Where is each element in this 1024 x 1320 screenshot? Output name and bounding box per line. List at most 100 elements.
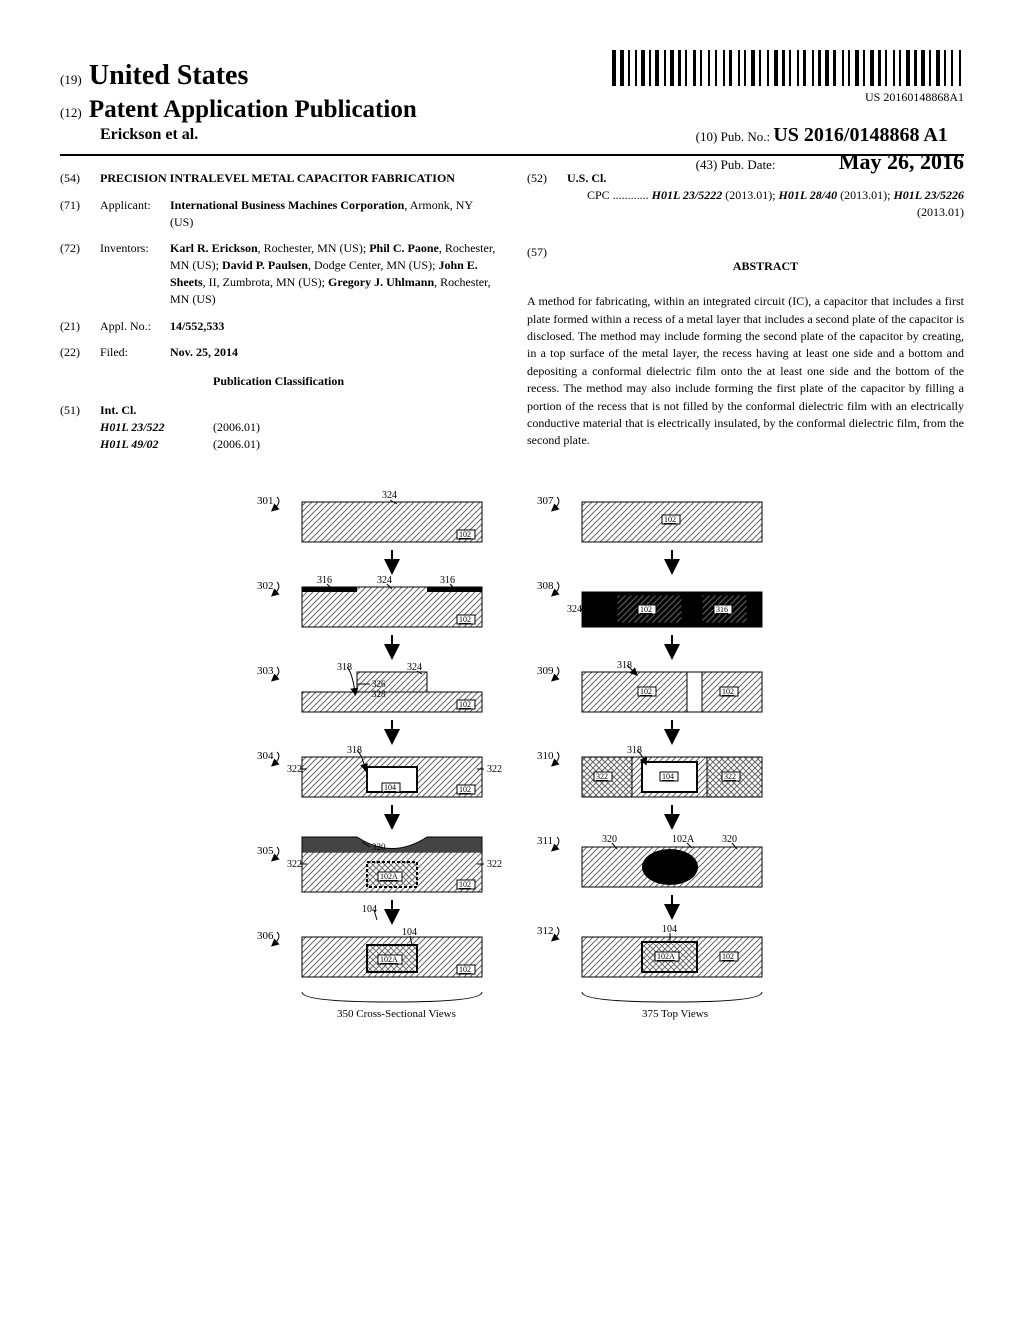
pub-type: Patent Application Publication xyxy=(89,96,417,123)
svg-text:320: 320 xyxy=(372,842,386,852)
svg-text:320: 320 xyxy=(602,834,617,845)
header: US 20160148868A1 (19) United States (12)… xyxy=(60,60,964,144)
svg-text:104: 104 xyxy=(662,772,674,781)
svg-text:318: 318 xyxy=(617,660,632,671)
bibliographic-columns: (54) PRECISION INTRALEVEL METAL CAPACITO… xyxy=(60,170,964,462)
abstract-body: A method for fabricating, within an inte… xyxy=(527,293,964,450)
svg-text:104: 104 xyxy=(384,783,396,792)
svg-text:322: 322 xyxy=(724,772,736,781)
f72-code: (72) xyxy=(60,240,100,307)
svg-text:309: 309 xyxy=(537,665,554,677)
svg-text:102A: 102A xyxy=(672,834,695,845)
svg-text:102: 102 xyxy=(722,687,734,696)
pubclass-heading: Publication Classification xyxy=(60,373,497,390)
svg-text:102: 102 xyxy=(664,515,676,524)
pubdate-code: (43) xyxy=(696,157,718,172)
svg-text:316: 316 xyxy=(317,575,332,586)
svg-text:102A: 102A xyxy=(380,955,398,964)
f51-body: Int. Cl. H01L 23/522 (2006.01) H01L 49/0… xyxy=(100,402,497,452)
pub-type-line: (12) Patent Application Publication xyxy=(60,96,964,124)
field-filed: (22) Filed: Nov. 25, 2014 xyxy=(60,344,497,361)
pub-date-line: (43) Pub. Date: May 26, 2016 xyxy=(696,149,964,175)
field-abstract-code: (57) ABSTRACT xyxy=(527,244,964,283)
svg-text:320: 320 xyxy=(722,834,737,845)
field-title: (54) PRECISION INTRALEVEL METAL CAPACITO… xyxy=(60,170,497,187)
f51-r1a: H01L 23/522 xyxy=(100,419,210,436)
f52-cpc: H01L 23/5222 (2013.01); H01L 28/40 (2013… xyxy=(652,188,964,219)
figure-svg: 301 324 102 302 316 324 316 102 303 318 … xyxy=(232,482,792,1122)
svg-text:324: 324 xyxy=(382,490,397,501)
f52-code: (52) xyxy=(527,170,567,220)
pubdate: May 26, 2016 xyxy=(839,149,964,174)
svg-text:102: 102 xyxy=(459,530,471,539)
svg-text:324: 324 xyxy=(377,575,392,586)
svg-text:102: 102 xyxy=(459,880,471,889)
f54-code: (54) xyxy=(60,170,100,187)
svg-text:322: 322 xyxy=(287,764,302,775)
f71-body: International Business Machines Corporat… xyxy=(170,197,497,231)
f51-label: Int. Cl. xyxy=(100,402,497,419)
svg-text:303: 303 xyxy=(257,665,274,677)
figure: 301 324 102 302 316 324 316 102 303 318 … xyxy=(60,482,964,1122)
svg-text:301: 301 xyxy=(257,495,274,507)
f54-title: PRECISION INTRALEVEL METAL CAPACITOR FAB… xyxy=(100,170,497,187)
svg-text:322: 322 xyxy=(287,859,302,870)
svg-text:322: 322 xyxy=(596,772,608,781)
svg-text:350 Cross-Sectional Views: 350 Cross-Sectional Views xyxy=(337,1008,456,1020)
svg-text:102A: 102A xyxy=(657,952,675,961)
f71-name: International Business Machines Corporat… xyxy=(170,198,404,212)
svg-text:316: 316 xyxy=(440,575,455,586)
f21-code: (21) xyxy=(60,318,100,335)
field-applicant: (71) Applicant: International Business M… xyxy=(60,197,497,231)
svg-text:375 Top Views: 375 Top Views xyxy=(642,1008,708,1020)
svg-text:102: 102 xyxy=(459,785,471,794)
field-intcl: (51) Int. Cl. H01L 23/522 (2006.01) H01L… xyxy=(60,402,497,452)
svg-text:324: 324 xyxy=(567,604,582,615)
f21-label: Appl. No.: xyxy=(100,318,170,335)
svg-text:102: 102 xyxy=(722,952,734,961)
country-code: (19) xyxy=(60,72,82,87)
svg-text:307: 307 xyxy=(537,495,554,507)
f52-cpc-label: CPC ............ xyxy=(587,188,649,202)
svg-text:306: 306 xyxy=(257,930,274,942)
f51-row2: H01L 49/02 (2006.01) xyxy=(100,436,497,453)
f51-r1b: (2006.01) xyxy=(213,420,260,434)
pub-no-line: (10) Pub. No.: US 2016/0148868 A1 xyxy=(696,124,964,147)
country-name: United States xyxy=(89,60,248,91)
pubno-code: (10) xyxy=(696,129,718,144)
svg-text:102: 102 xyxy=(459,965,471,974)
svg-text:302: 302 xyxy=(257,580,274,592)
pub-code: (12) xyxy=(60,105,82,120)
field-inventors: (72) Inventors: Karl R. Erickson, Roches… xyxy=(60,240,497,307)
f21-body: 14/552,533 xyxy=(170,318,497,335)
f52-body: U.S. Cl. CPC ............ H01L 23/5222 (… xyxy=(567,170,964,220)
f22-label: Filed: xyxy=(100,344,170,361)
field-uscl: (52) U.S. Cl. CPC ............ H01L 23/5… xyxy=(527,170,964,220)
f22-body: Nov. 25, 2014 xyxy=(170,344,497,361)
f51-r2a: H01L 49/02 xyxy=(100,436,210,453)
svg-text:102A: 102A xyxy=(380,872,398,881)
right-column: (52) U.S. Cl. CPC ............ H01L 23/5… xyxy=(527,170,964,462)
field-applno: (21) Appl. No.: 14/552,533 xyxy=(60,318,497,335)
svg-text:102: 102 xyxy=(640,605,652,614)
svg-text:310: 310 xyxy=(537,750,554,762)
pubdate-label: Pub. Date: xyxy=(721,157,776,172)
f72-body: Karl R. Erickson, Rochester, MN (US); Ph… xyxy=(170,240,497,307)
f71-code: (71) xyxy=(60,197,100,231)
svg-text:102: 102 xyxy=(459,615,471,624)
f72-label: Inventors: xyxy=(100,240,170,307)
pubno-label: Pub. No.: xyxy=(721,129,770,144)
header-right: (10) Pub. No.: US 2016/0148868 A1 (43) P… xyxy=(696,124,964,175)
svg-text:305: 305 xyxy=(257,845,274,857)
f57-title: ABSTRACT xyxy=(567,258,964,275)
svg-text:308: 308 xyxy=(537,580,554,592)
f57-code: (57) xyxy=(527,244,567,283)
svg-text:322: 322 xyxy=(487,764,502,775)
svg-text:316: 316 xyxy=(716,605,728,614)
svg-text:104: 104 xyxy=(402,927,417,938)
f71-label: Applicant: xyxy=(100,197,170,231)
svg-text:311: 311 xyxy=(537,835,553,847)
svg-text:324: 324 xyxy=(407,662,422,673)
f51-r2b: (2006.01) xyxy=(213,437,260,451)
left-column: (54) PRECISION INTRALEVEL METAL CAPACITO… xyxy=(60,170,497,462)
